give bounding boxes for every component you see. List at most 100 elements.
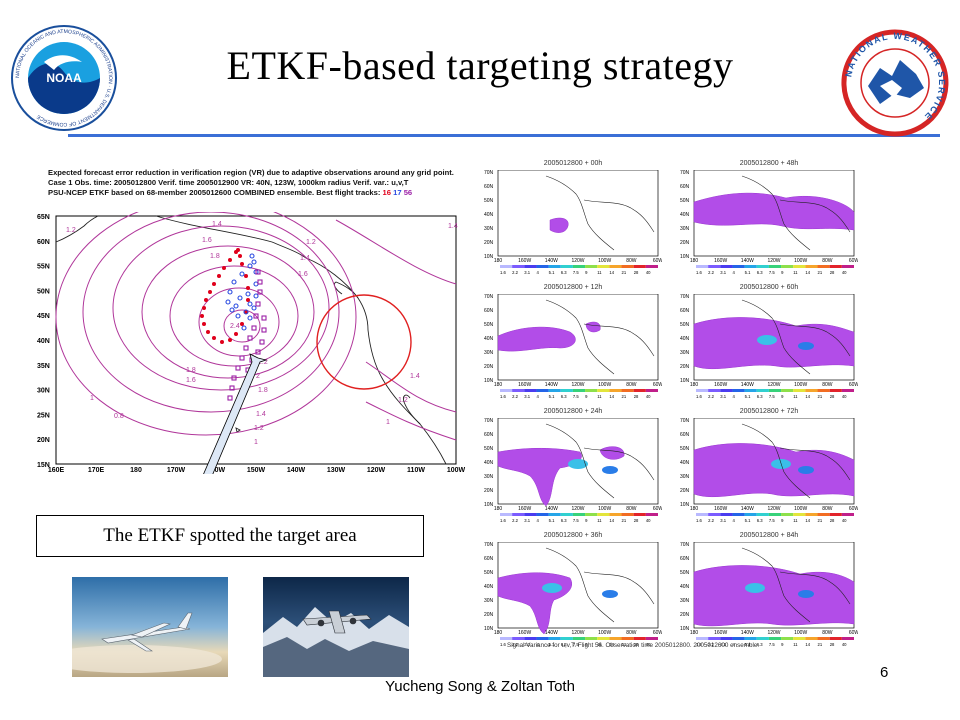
colorbar-label: 7.5 — [573, 642, 579, 647]
panel-lon-label: 180 — [690, 258, 699, 264]
colorbar-label: 14 — [805, 518, 810, 523]
colorbar-swatch — [696, 637, 709, 640]
colorbar-label: 40 — [842, 394, 847, 399]
colorbar-label: 21 — [818, 642, 823, 647]
colorbar-label: 6.3 — [561, 270, 567, 275]
colorbar-swatch — [548, 265, 561, 268]
noaa-logo: NOAA NATIONAL OCEANIC AND ATMOSPHERIC AD… — [11, 25, 117, 131]
panel-lat-label: 10N — [680, 626, 690, 632]
colorbar-label: 1.6 — [696, 394, 702, 399]
colorbar-label: 6.3 — [757, 270, 763, 275]
contour-label: 1.6 — [186, 377, 196, 384]
colorbar-swatch — [744, 389, 757, 392]
panel-lon-label: 120W — [571, 506, 584, 512]
colorbar-swatch — [560, 637, 573, 640]
colorbar-swatch — [744, 265, 757, 268]
colorbar-swatch — [805, 265, 818, 268]
colorbar-swatch — [609, 637, 622, 640]
variance-panel-title: 2005012800 + 72h — [739, 408, 799, 415]
colorbar-label: 40 — [646, 270, 651, 275]
colorbar-swatch — [781, 637, 794, 640]
panel-lon-label: 120W — [767, 506, 780, 512]
colorbar-label: 40 — [646, 642, 651, 647]
red-track-point — [212, 282, 216, 286]
panel-lat-label: 10N — [484, 502, 494, 508]
colorbar-swatch — [597, 389, 610, 392]
panel-lat-label: 50N — [484, 198, 494, 204]
colorbar-label: 28 — [830, 394, 835, 399]
presenter-footer: Yucheng Song & Zoltan Toth — [385, 678, 575, 695]
contour-label: 2 — [256, 373, 260, 380]
panel-lon-label: 160W — [714, 258, 727, 264]
red-track-point — [234, 332, 238, 336]
purple-track-point — [255, 349, 261, 355]
track-label-purple: 56 — [403, 188, 413, 197]
panel-lat-label: 20N — [680, 240, 690, 246]
map-lat-label: 55N — [37, 264, 50, 271]
colorbar-label: 2.2 — [512, 270, 518, 275]
red-track-point — [220, 340, 224, 344]
colorbar-label: 11 — [793, 394, 798, 399]
red-track-point — [246, 286, 250, 290]
panel-lon-label: 180 — [494, 258, 503, 264]
colorbar-swatch — [597, 265, 610, 268]
colorbar-swatch — [621, 389, 634, 392]
colorbar-label: 3.1 — [524, 394, 530, 399]
colorbar-label: 28 — [830, 270, 835, 275]
colorbar-swatch — [633, 513, 646, 516]
colorbar-label: 11 — [597, 518, 602, 523]
variance-panel-title: 2005012800 + 12h — [543, 284, 603, 291]
colorbar-label: 9 — [585, 270, 588, 275]
panel-lat-label: 30N — [680, 226, 690, 232]
panel-lat-label: 10N — [680, 502, 690, 508]
colorbar-swatch — [560, 513, 573, 516]
panel-lon-label: 160W — [518, 382, 531, 388]
panel-lat-label: 20N — [484, 488, 494, 494]
panel-lon-label: 140W — [741, 630, 754, 636]
colorbar-swatch — [793, 513, 806, 516]
panel-lon-label: 180 — [690, 506, 699, 512]
blue-track-point — [251, 259, 257, 265]
purple-track-point — [235, 365, 241, 371]
colorbar-label: 1.6 — [696, 518, 702, 523]
colorbar-label: 14 — [609, 642, 614, 647]
colorbar-swatch — [524, 265, 537, 268]
colorbar-swatch — [597, 637, 610, 640]
colorbar-swatch — [781, 389, 794, 392]
map-lat-label: 50N — [37, 288, 50, 295]
colorbar-swatch — [781, 265, 794, 268]
colorbar-swatch — [756, 389, 769, 392]
colorbar-label: 14 — [805, 642, 810, 647]
purple-track-point — [255, 269, 261, 275]
contour-label: 1 — [90, 395, 94, 402]
panel-lat-label: 70N — [484, 294, 494, 300]
colorbar-label: 3.1 — [720, 270, 726, 275]
colorbar-swatch — [645, 389, 658, 392]
colorbar-label: 4 — [536, 270, 539, 275]
colorbar-label: 28 — [634, 270, 639, 275]
red-track-point — [222, 266, 226, 270]
panel-lon-label: 100W — [794, 630, 807, 636]
variance-panel: 2005012800 + 72h 70N 60N 50N 40N 30N 20N 10N 180… — [680, 408, 858, 523]
colorbar-swatch — [572, 389, 586, 392]
purple-track-point — [229, 385, 235, 391]
blue-track-point — [251, 305, 257, 311]
figure-header-line3: PSU-NCEP ETKF based on 68-member 2005012… — [48, 188, 468, 198]
colorbar-swatch — [500, 389, 513, 392]
colorbar-swatch — [696, 265, 709, 268]
colorbar-label: 9 — [585, 394, 588, 399]
colorbar-label: 28 — [634, 394, 639, 399]
map-lon-label: 170W — [167, 467, 186, 474]
contour-label: 2.4 — [230, 323, 240, 330]
purple-track-point — [251, 325, 257, 331]
red-track-point — [212, 336, 216, 340]
colorbar-swatch — [720, 389, 733, 392]
colorbar-label: 9 — [781, 270, 784, 275]
colorbar-label: 21 — [818, 518, 823, 523]
colorbar-swatch — [536, 265, 549, 268]
red-track-point — [228, 338, 232, 342]
colorbar-label: 6.3 — [561, 642, 567, 647]
